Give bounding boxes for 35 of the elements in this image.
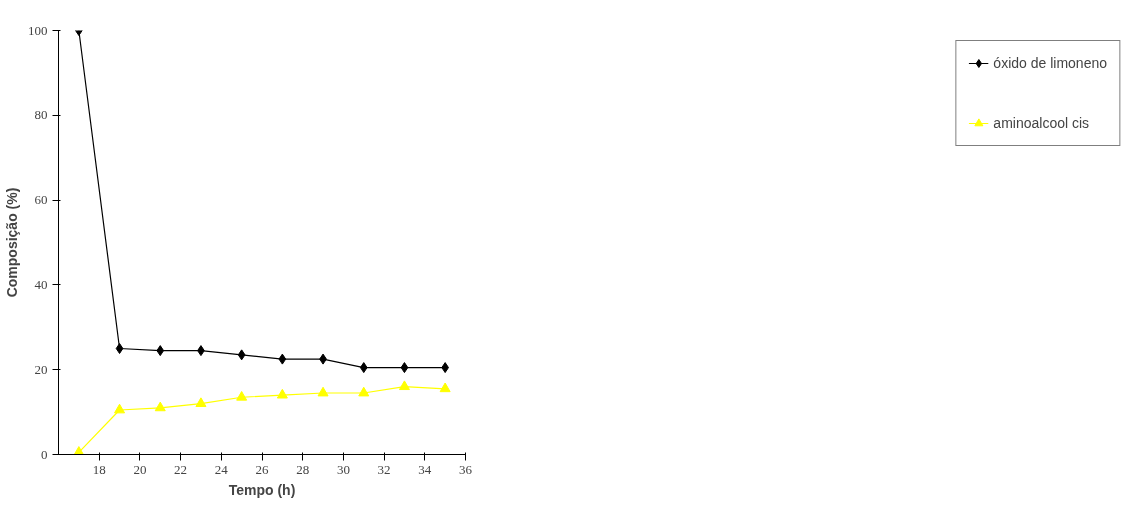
point bbox=[236, 390, 248, 401]
x-tick-label: 34 bbox=[418, 461, 432, 477]
point bbox=[276, 388, 288, 399]
x-tick-label: 26 bbox=[255, 461, 269, 477]
point bbox=[115, 343, 124, 354]
y-tick-label: 20 bbox=[34, 361, 48, 377]
legend-label: óxido de limoneno bbox=[993, 55, 1107, 71]
point bbox=[359, 362, 368, 374]
x-tick-label: 24 bbox=[214, 461, 229, 477]
y-tick-label: 80 bbox=[34, 107, 48, 123]
x-tick-label: 36 bbox=[459, 461, 473, 477]
x-tick-label: 22 bbox=[174, 461, 188, 477]
legend-label: aminoalcool cis bbox=[993, 115, 1090, 131]
point bbox=[114, 403, 126, 414]
y-tick-label: 100 bbox=[28, 22, 48, 38]
point bbox=[195, 397, 207, 408]
x-axis-title: Tempo (h) bbox=[228, 481, 296, 498]
point bbox=[237, 349, 246, 361]
point bbox=[156, 345, 165, 357]
point bbox=[439, 382, 451, 393]
y-axis-title: Composição (%) bbox=[4, 187, 20, 298]
x-tick-label: 30 bbox=[336, 461, 350, 477]
x-tick-label: 32 bbox=[377, 461, 391, 477]
y-tick-label: 0 bbox=[41, 446, 48, 462]
point bbox=[400, 362, 409, 374]
x-tick-label: 20 bbox=[133, 461, 147, 477]
point bbox=[154, 401, 166, 412]
y-tick-label: 60 bbox=[34, 192, 48, 208]
x-tick-label: 18 bbox=[92, 461, 106, 477]
point bbox=[317, 386, 329, 397]
x-tick-label: 28 bbox=[296, 461, 310, 477]
y-tick-label: 40 bbox=[34, 276, 48, 292]
point bbox=[398, 380, 410, 391]
point bbox=[358, 386, 370, 397]
point bbox=[278, 353, 287, 365]
